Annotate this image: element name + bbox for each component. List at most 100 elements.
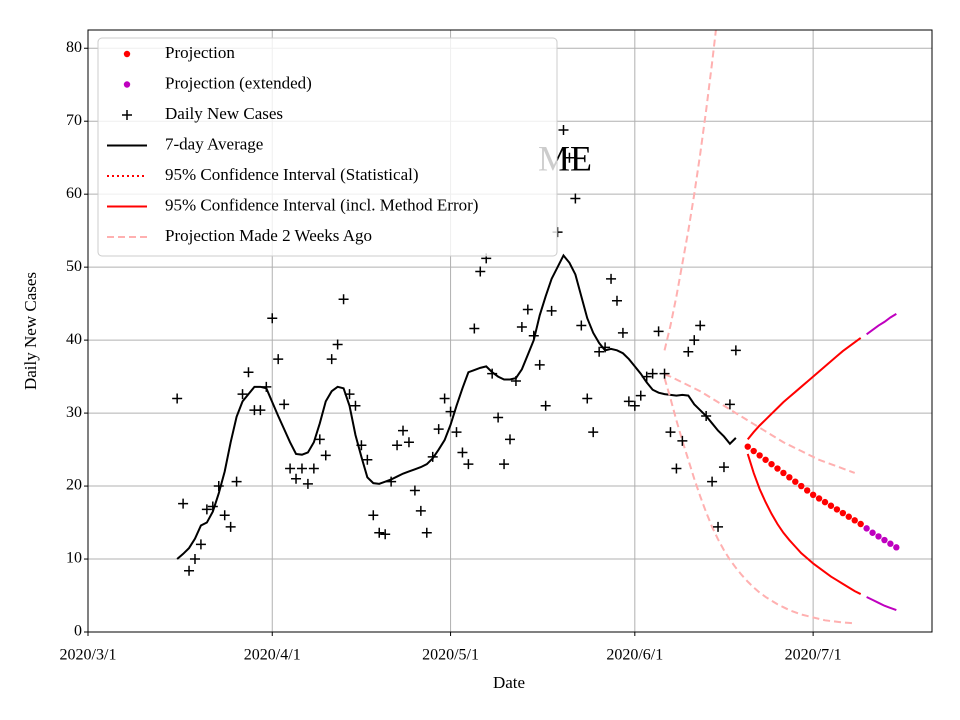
- data-point: [308, 463, 319, 474]
- projection-point: [792, 478, 799, 485]
- y-tick-label: 30: [66, 404, 82, 421]
- data-point: [189, 554, 200, 565]
- data-point: [683, 346, 694, 357]
- data-point: [427, 451, 438, 462]
- projection-point: [768, 460, 775, 468]
- x-tick-label: 2020/6/1: [606, 647, 663, 664]
- data-point: [546, 305, 557, 316]
- data-point: [267, 313, 278, 324]
- data-point: [350, 400, 361, 411]
- projection-point: [833, 506, 841, 513]
- data-point: [540, 400, 551, 411]
- data-point: [629, 400, 640, 411]
- line: [664, 373, 856, 474]
- data-point: [451, 427, 462, 438]
- projection-point: [756, 452, 763, 459]
- data-point: [439, 393, 450, 404]
- y-tick-label: 40: [66, 331, 82, 348]
- data-point: [606, 273, 617, 284]
- projection-point: [845, 513, 852, 520]
- legend-box: [97, 37, 558, 257]
- data-point: [665, 427, 676, 438]
- x-tick-label: 2020/5/1: [422, 647, 479, 664]
- data-point: [302, 478, 313, 489]
- y-tick-label: 50: [66, 258, 82, 275]
- data-point: [273, 354, 284, 365]
- data-point: [653, 326, 664, 337]
- y-axis-label: Daily New Cases: [21, 272, 40, 390]
- legend-label: Projection: [165, 43, 235, 62]
- data-point: [617, 327, 628, 338]
- data-point: [362, 454, 373, 465]
- projection-point: [821, 498, 829, 506]
- data-point: [285, 463, 296, 474]
- data-point: [421, 527, 432, 538]
- data-point: [707, 476, 718, 487]
- data-point: [201, 504, 212, 515]
- ticks: 0 10 20 30 40 50 60 70 80 2020/3/1 2020/4/1 2020/5/…: [60, 39, 842, 664]
- x-tick-label: 2020/7/1: [785, 647, 842, 664]
- legend: Projection Projection (extended) Daily New…: [97, 37, 558, 257]
- data-point: [386, 476, 397, 487]
- data-point: [207, 501, 218, 512]
- data-point: [261, 381, 272, 392]
- projection-point: [780, 469, 787, 477]
- projection-point: [827, 502, 835, 509]
- x-tick-label: 2020/3/1: [60, 647, 117, 664]
- data-point: [380, 529, 391, 540]
- plot-area: [172, 30, 900, 625]
- data-point: [243, 367, 254, 378]
- data-point: [516, 321, 527, 332]
- data-point: [718, 462, 729, 473]
- data-point: [213, 481, 224, 492]
- projection-point: [798, 482, 805, 490]
- data-point: [659, 368, 670, 379]
- projection-point: [750, 447, 757, 455]
- data-point: [689, 335, 700, 346]
- y-tick-label: 80: [66, 39, 82, 56]
- y-tick-label: 60: [66, 185, 82, 202]
- legend-label: Projection (extended): [165, 73, 312, 92]
- data-point: [320, 450, 331, 461]
- data-point: [237, 389, 248, 400]
- data-point: [279, 399, 290, 410]
- data-point: [475, 266, 486, 277]
- data-point: [730, 345, 741, 356]
- projection-point: [809, 491, 817, 499]
- projection-point: [786, 474, 793, 481]
- legend-label: 95% Confidence Interval (Statistical): [165, 165, 419, 184]
- data-point: [433, 424, 444, 435]
- data-point: [296, 463, 307, 474]
- data-point: [487, 368, 498, 379]
- y-tick-label: 10: [66, 550, 82, 567]
- data-point: [558, 124, 569, 135]
- data-point: [677, 435, 688, 446]
- data-point: [528, 330, 539, 341]
- data-point: [392, 440, 403, 451]
- data-point: [510, 375, 521, 386]
- data-point: [594, 346, 605, 357]
- data-point: [469, 323, 480, 334]
- data-point: [570, 193, 581, 204]
- data-point: [409, 485, 420, 496]
- interval-line: [663, 377, 855, 625]
- data-point: [195, 539, 206, 550]
- projection-point: [887, 540, 894, 547]
- data-point: [374, 527, 385, 538]
- axes-frame: [87, 29, 933, 633]
- data-point: [493, 412, 504, 423]
- projection-point: [851, 517, 858, 524]
- data-point: [695, 320, 706, 331]
- data-point: [701, 411, 712, 422]
- data-point: [344, 389, 355, 400]
- projection-point: [762, 456, 769, 463]
- data-point: [724, 399, 735, 410]
- projection-point: [857, 520, 864, 528]
- data-point: [332, 339, 343, 350]
- data-point: [457, 447, 468, 458]
- y-tick-label: 70: [66, 112, 82, 129]
- data-point: [564, 152, 575, 163]
- data-point: [671, 463, 682, 474]
- data-point: [635, 390, 646, 401]
